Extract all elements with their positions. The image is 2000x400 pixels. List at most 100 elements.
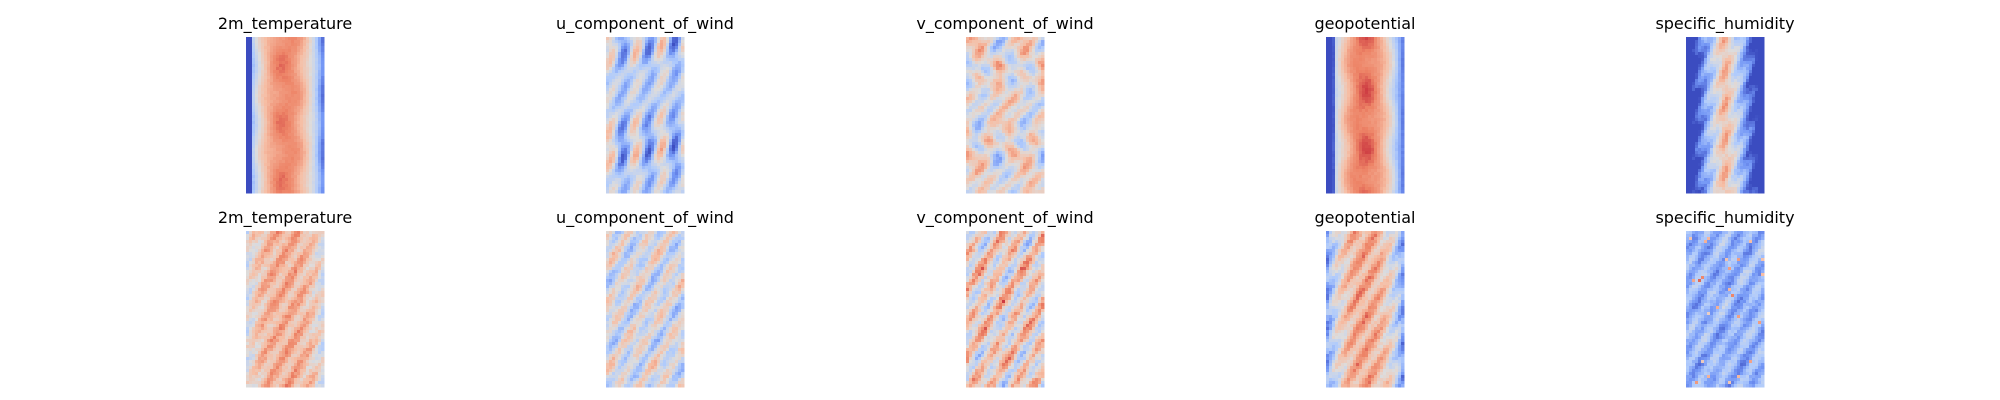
heatmap-cell (270, 73, 274, 77)
heatmap-cell (312, 52, 316, 56)
heatmap-cell (1026, 148, 1030, 152)
heatmap-cell (318, 133, 322, 137)
heatmap-cell (681, 82, 685, 86)
heatmap-cell (321, 88, 325, 92)
heatmap-cell (633, 43, 637, 47)
heatmap-cell (987, 142, 991, 146)
heatmap-cell (1368, 67, 1372, 71)
heatmap-cell (1347, 127, 1351, 131)
heatmap-cell (252, 40, 256, 44)
heatmap-cell (1353, 121, 1357, 125)
heatmap-cell (1377, 76, 1381, 80)
heatmap-cell (1347, 64, 1351, 68)
heatmap-cell (681, 145, 685, 149)
heatmap-cell (1011, 115, 1015, 119)
heatmap-cell (270, 160, 274, 164)
heatmap-cell (1344, 82, 1348, 86)
heatmap-cell (1347, 40, 1351, 44)
heatmap-cell (303, 127, 307, 131)
heatmap-cell (615, 37, 619, 41)
heatmap-cell (975, 127, 979, 131)
heatmap-cell (285, 97, 289, 101)
heatmap-cell (993, 118, 997, 122)
heatmap-cell (273, 172, 277, 176)
heatmap-cell (1011, 139, 1015, 143)
heatmap-cell (678, 187, 682, 191)
heatmap-cell (1374, 91, 1378, 95)
heatmap-cell (636, 160, 640, 164)
panel-title: geopotential (1315, 14, 1416, 33)
heatmap-cell (660, 187, 664, 191)
heatmap-cell (312, 184, 316, 188)
heatmap-cell (669, 40, 673, 44)
heatmap-cell (651, 148, 655, 152)
heatmap-cell (1398, 100, 1402, 104)
heatmap-cell (669, 148, 673, 152)
heatmap-cell (312, 157, 316, 161)
heatmap-cell (261, 97, 265, 101)
heatmap-cell (303, 103, 307, 107)
heatmap-cell (630, 103, 634, 107)
heatmap-cell (1395, 82, 1399, 86)
heatmap-cell (276, 181, 280, 185)
heatmap-cell (255, 154, 259, 158)
heatmap-cell (1035, 142, 1039, 146)
heatmap-cell (267, 109, 271, 113)
heatmap-cell (1011, 64, 1015, 68)
heatmap-cell (1389, 58, 1393, 62)
heatmap-cell (636, 100, 640, 104)
heatmap-cell (1383, 94, 1387, 98)
heatmap-cell (285, 124, 289, 128)
heatmap-cell (645, 187, 649, 191)
heatmap-cell (1362, 40, 1366, 44)
heatmap-cell (984, 37, 988, 41)
heatmap-cell (246, 85, 250, 89)
heatmap-cell (990, 118, 994, 122)
heatmap-cell (1386, 85, 1390, 89)
heatmap-cell (315, 55, 319, 59)
heatmap-cell (633, 85, 637, 89)
heatmap-cell (996, 109, 1000, 113)
heatmap-cell (624, 139, 628, 143)
heatmap-cell (291, 52, 295, 56)
heatmap-cell (264, 127, 268, 131)
heatmap-cell (264, 118, 268, 122)
heatmap-cell (630, 79, 634, 83)
heatmap-cell (972, 139, 976, 143)
heatmap-cell (297, 76, 301, 80)
heatmap-cell (276, 82, 280, 86)
heatmap-cell (651, 181, 655, 185)
heatmap-cell (264, 121, 268, 125)
heatmap-cell (990, 166, 994, 170)
heatmap-cell (282, 52, 286, 56)
heatmap-cell (657, 100, 661, 104)
heatmap-cell (1014, 136, 1018, 140)
heatmap-cell (654, 106, 658, 110)
heatmap-cell (1038, 127, 1042, 131)
heatmap-cell (1371, 133, 1375, 137)
heatmap-cell (288, 64, 292, 68)
heatmap-cell (660, 79, 664, 83)
heatmap-cell (255, 169, 259, 173)
heatmap-cell (252, 115, 256, 119)
heatmap-cell (1332, 82, 1336, 86)
heatmap-cell (966, 142, 970, 146)
heatmap-cell (672, 121, 676, 125)
heatmap-cell (318, 94, 322, 98)
heatmap-cell (246, 112, 250, 116)
heatmap-cell (1332, 115, 1336, 119)
heatmap-cell (1398, 61, 1402, 65)
heatmap-cell (648, 91, 652, 95)
heatmap-cell (1035, 64, 1039, 68)
heatmap-cell (318, 145, 322, 149)
heatmap-cell (264, 76, 268, 80)
heatmap-cell (1392, 73, 1396, 77)
heatmap-cell (990, 148, 994, 152)
heatmap-cell (315, 169, 319, 173)
heatmap-cell (669, 49, 673, 53)
heatmap-cell (1338, 130, 1342, 134)
heatmap-cell (1032, 154, 1036, 158)
heatmap-cell (675, 85, 679, 89)
heatmap-cell (321, 58, 325, 62)
heatmap-cell (258, 103, 262, 107)
